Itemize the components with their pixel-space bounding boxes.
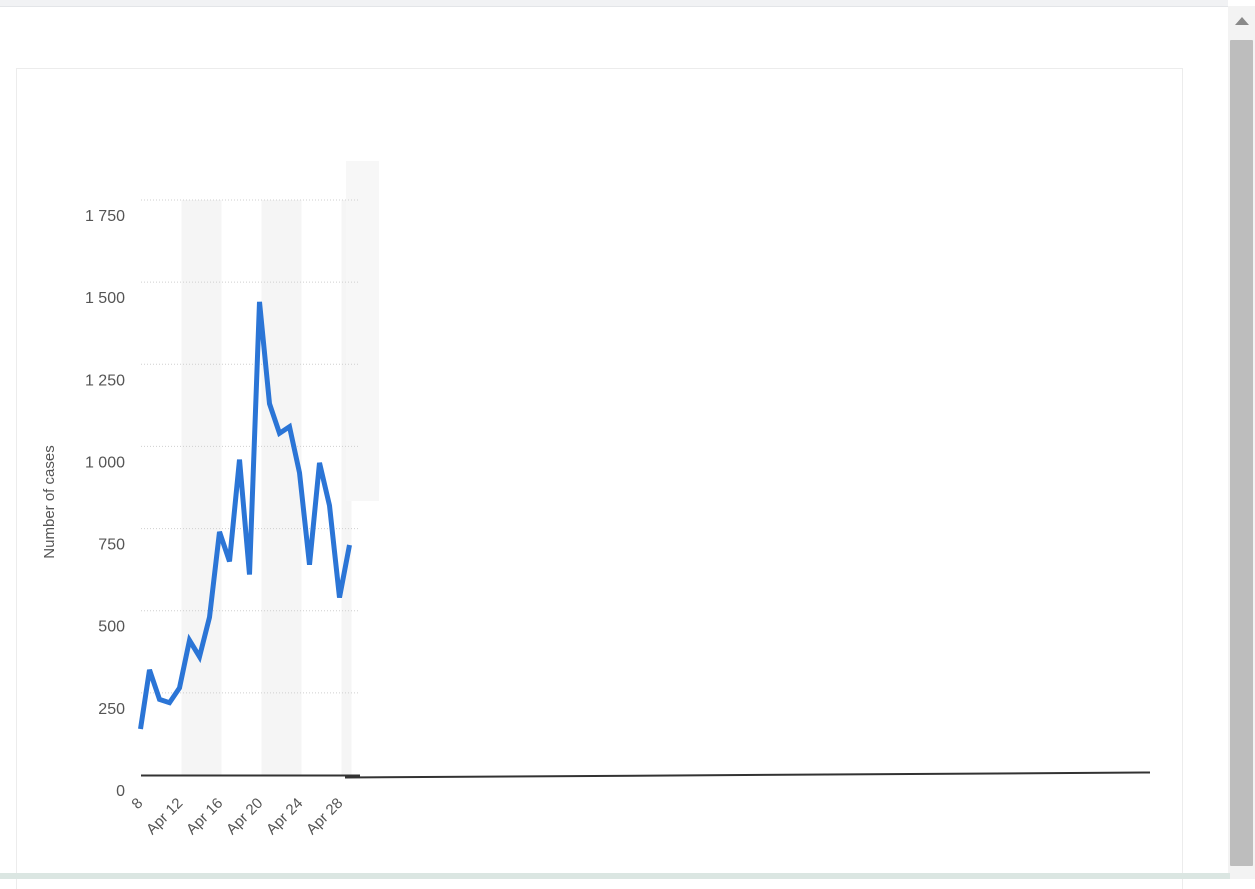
browser-bottom-strip <box>0 873 1230 879</box>
series-line <box>138 301 352 730</box>
date-band <box>261 200 302 775</box>
y-axis-ticks: 0 250 500 750 1 000 1 250 1 500 1 750 <box>85 208 125 800</box>
axis-baseline-long <box>344 771 1151 779</box>
series-group <box>138 301 352 730</box>
y-axis-label: Number of cases <box>41 445 58 558</box>
triangle-up-icon <box>1234 17 1249 25</box>
date-bands <box>181 161 379 775</box>
gridlines <box>141 199 360 694</box>
scroll-up-button[interactable] <box>1228 6 1255 36</box>
x-tick-label: 8 <box>128 795 146 813</box>
date-band <box>346 161 379 501</box>
y-tick-label: 1 250 <box>85 372 125 389</box>
y-tick-label: 1 000 <box>85 454 125 471</box>
vertical-scrollbar[interactable] <box>1228 6 1255 879</box>
x-axis-baseline <box>141 771 1151 779</box>
date-band <box>181 200 222 775</box>
browser-top-strip <box>0 0 1228 7</box>
y-tick-label: 1 750 <box>85 208 125 225</box>
y-tick-label: 750 <box>98 537 125 554</box>
x-tick-label: Apr 16 <box>183 795 226 838</box>
y-tick-label: 250 <box>98 701 125 718</box>
x-tick-label: Apr 12 <box>143 795 186 838</box>
y-tick-label: 0 <box>116 783 125 800</box>
y-tick-label: 1 500 <box>85 290 125 307</box>
y-tick-label: 500 <box>98 619 125 636</box>
chart-card: 0 250 500 750 1 000 1 250 1 500 1 750 8 Apr 12 Ap… <box>16 68 1183 889</box>
x-tick-label: Apr 20 <box>223 795 266 838</box>
scrollbar-thumb[interactable] <box>1230 40 1253 866</box>
x-tick-label: Apr 24 <box>263 795 306 838</box>
x-tick-label: Apr 28 <box>303 795 346 838</box>
